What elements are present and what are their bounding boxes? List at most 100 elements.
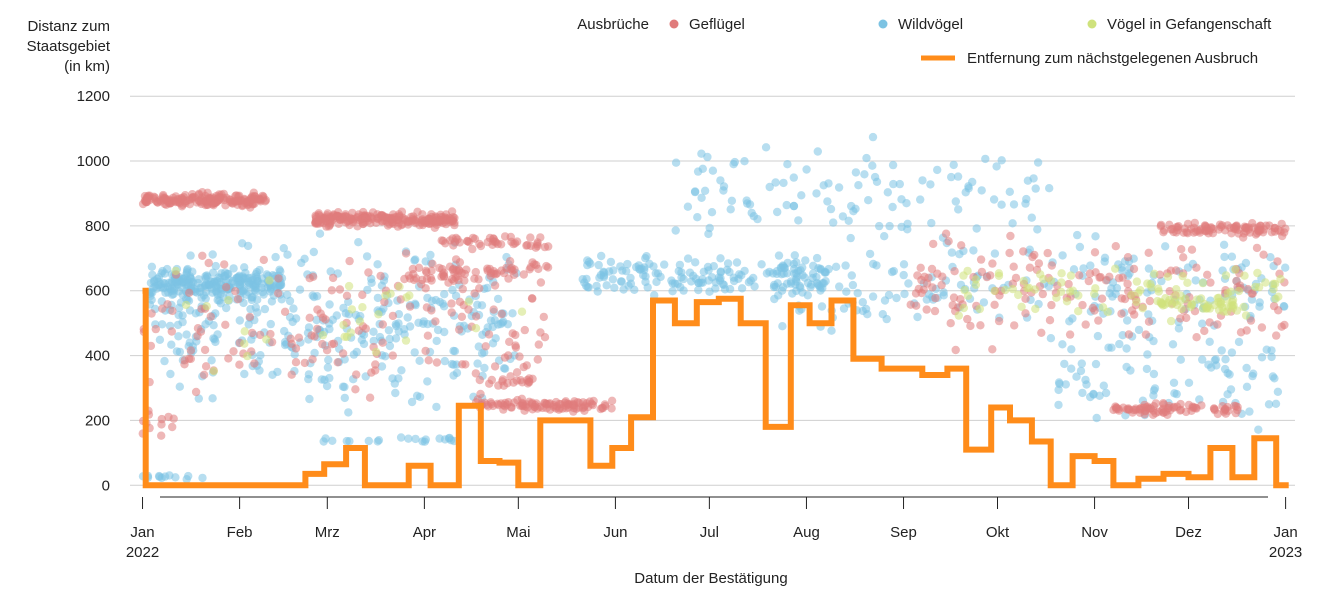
scatter-point bbox=[362, 252, 372, 261]
legend-marker-wild-birds bbox=[878, 19, 888, 29]
scatter-point bbox=[606, 257, 616, 267]
y-axis-label-line-1: Distanz zum bbox=[27, 18, 110, 35]
scatter-point bbox=[1240, 271, 1249, 280]
scatter-point bbox=[283, 250, 292, 259]
scatter-point bbox=[355, 317, 365, 326]
scatter-point bbox=[449, 360, 458, 369]
scatter-point bbox=[1008, 284, 1017, 294]
scatter-point bbox=[797, 191, 806, 200]
scatter-point bbox=[707, 208, 717, 217]
scatter-point bbox=[990, 300, 999, 309]
scatter-point bbox=[1030, 285, 1040, 294]
scatter-point bbox=[168, 422, 177, 432]
scatter-point bbox=[887, 267, 897, 277]
scatter-point bbox=[779, 178, 788, 188]
scatter-point bbox=[689, 271, 698, 280]
scatter-point bbox=[388, 374, 397, 383]
scatter-point bbox=[716, 254, 725, 263]
scatter-point bbox=[384, 326, 394, 335]
scatter-point bbox=[1005, 187, 1014, 196]
scatter-point bbox=[888, 160, 898, 170]
scatter-point bbox=[790, 251, 799, 260]
scatter-point bbox=[186, 346, 196, 355]
scatter-point bbox=[447, 299, 456, 308]
scatter-point bbox=[171, 473, 180, 482]
scatter-point bbox=[455, 325, 464, 334]
scatter-point bbox=[460, 269, 469, 279]
scatter-point bbox=[404, 434, 413, 443]
scatter-point bbox=[1245, 407, 1254, 416]
scatter-point bbox=[1034, 259, 1044, 268]
y-tick-label: 0 bbox=[102, 477, 110, 494]
scatter-point bbox=[732, 258, 742, 267]
scatter-point bbox=[929, 239, 938, 249]
scatter-point bbox=[765, 182, 774, 192]
scatter-point bbox=[1086, 261, 1095, 270]
scatter-point bbox=[1144, 310, 1153, 319]
scatter-point bbox=[259, 255, 268, 265]
scatter-point bbox=[1140, 400, 1149, 410]
scatter-point bbox=[1265, 221, 1274, 230]
scatter-point bbox=[947, 172, 956, 182]
scatter-point bbox=[444, 278, 453, 287]
scatter-point bbox=[602, 281, 611, 290]
scatter-point bbox=[1242, 363, 1251, 373]
scatter-point bbox=[186, 354, 195, 364]
scatter-point bbox=[1198, 278, 1208, 288]
scatter-point bbox=[1084, 276, 1094, 286]
scatter-point bbox=[1124, 404, 1133, 413]
scatter-point bbox=[868, 292, 878, 301]
scatter-point bbox=[971, 275, 981, 284]
scatter-point bbox=[327, 286, 336, 295]
scatter-point bbox=[221, 320, 230, 329]
legend-label-captive-birds: Vögel in Gefangenschaft bbox=[1107, 16, 1272, 33]
scatter-point bbox=[369, 336, 378, 346]
scatter-point bbox=[1091, 359, 1101, 369]
scatter-point bbox=[397, 366, 406, 375]
scatter-point bbox=[916, 263, 925, 272]
scatter-point bbox=[1234, 337, 1244, 347]
scatter-point bbox=[674, 266, 683, 276]
scatter-point bbox=[1091, 232, 1100, 241]
scatter-point bbox=[208, 394, 217, 403]
scatter-point bbox=[485, 233, 495, 243]
scatter-point bbox=[304, 374, 313, 384]
scatter-point bbox=[1174, 324, 1184, 333]
scatter-point bbox=[158, 320, 167, 329]
scatter-point bbox=[431, 317, 440, 326]
scatter-point bbox=[1264, 400, 1274, 409]
x-axis-label: Datum der Bestätigung bbox=[634, 570, 787, 587]
scatter-point bbox=[1031, 184, 1040, 193]
scatter-point bbox=[174, 332, 183, 341]
scatter-point bbox=[740, 157, 749, 166]
scatter-point bbox=[885, 221, 894, 231]
scatter-point bbox=[518, 378, 527, 387]
scatter-point bbox=[474, 275, 483, 284]
scatter-point bbox=[1161, 242, 1170, 251]
scatter-point bbox=[1118, 331, 1127, 340]
scatter-point bbox=[1273, 387, 1283, 396]
scatter-point bbox=[499, 268, 509, 278]
scatter-point bbox=[1195, 228, 1205, 237]
scatter-point bbox=[691, 258, 700, 267]
scatter-point bbox=[161, 288, 170, 297]
scatter-point bbox=[234, 280, 244, 289]
scatter-point bbox=[882, 314, 891, 324]
scatter-point bbox=[1031, 304, 1040, 314]
scatter-point bbox=[1077, 359, 1087, 368]
scatter-point bbox=[768, 269, 778, 278]
scatter-point bbox=[600, 400, 610, 409]
scatter-point bbox=[594, 260, 603, 270]
scatter-point bbox=[403, 313, 412, 322]
scatter-point bbox=[723, 259, 733, 268]
scatter-point bbox=[757, 260, 766, 269]
scatter-point bbox=[250, 359, 259, 368]
x-tick-label: Jan bbox=[130, 524, 154, 541]
scatter-point bbox=[146, 278, 156, 288]
scatter-point bbox=[903, 219, 912, 228]
scatter-point bbox=[1009, 262, 1018, 271]
scatter-point bbox=[470, 289, 479, 298]
scatter-point bbox=[160, 356, 169, 366]
scatter-point bbox=[1100, 253, 1110, 262]
scatter-point bbox=[421, 346, 430, 356]
